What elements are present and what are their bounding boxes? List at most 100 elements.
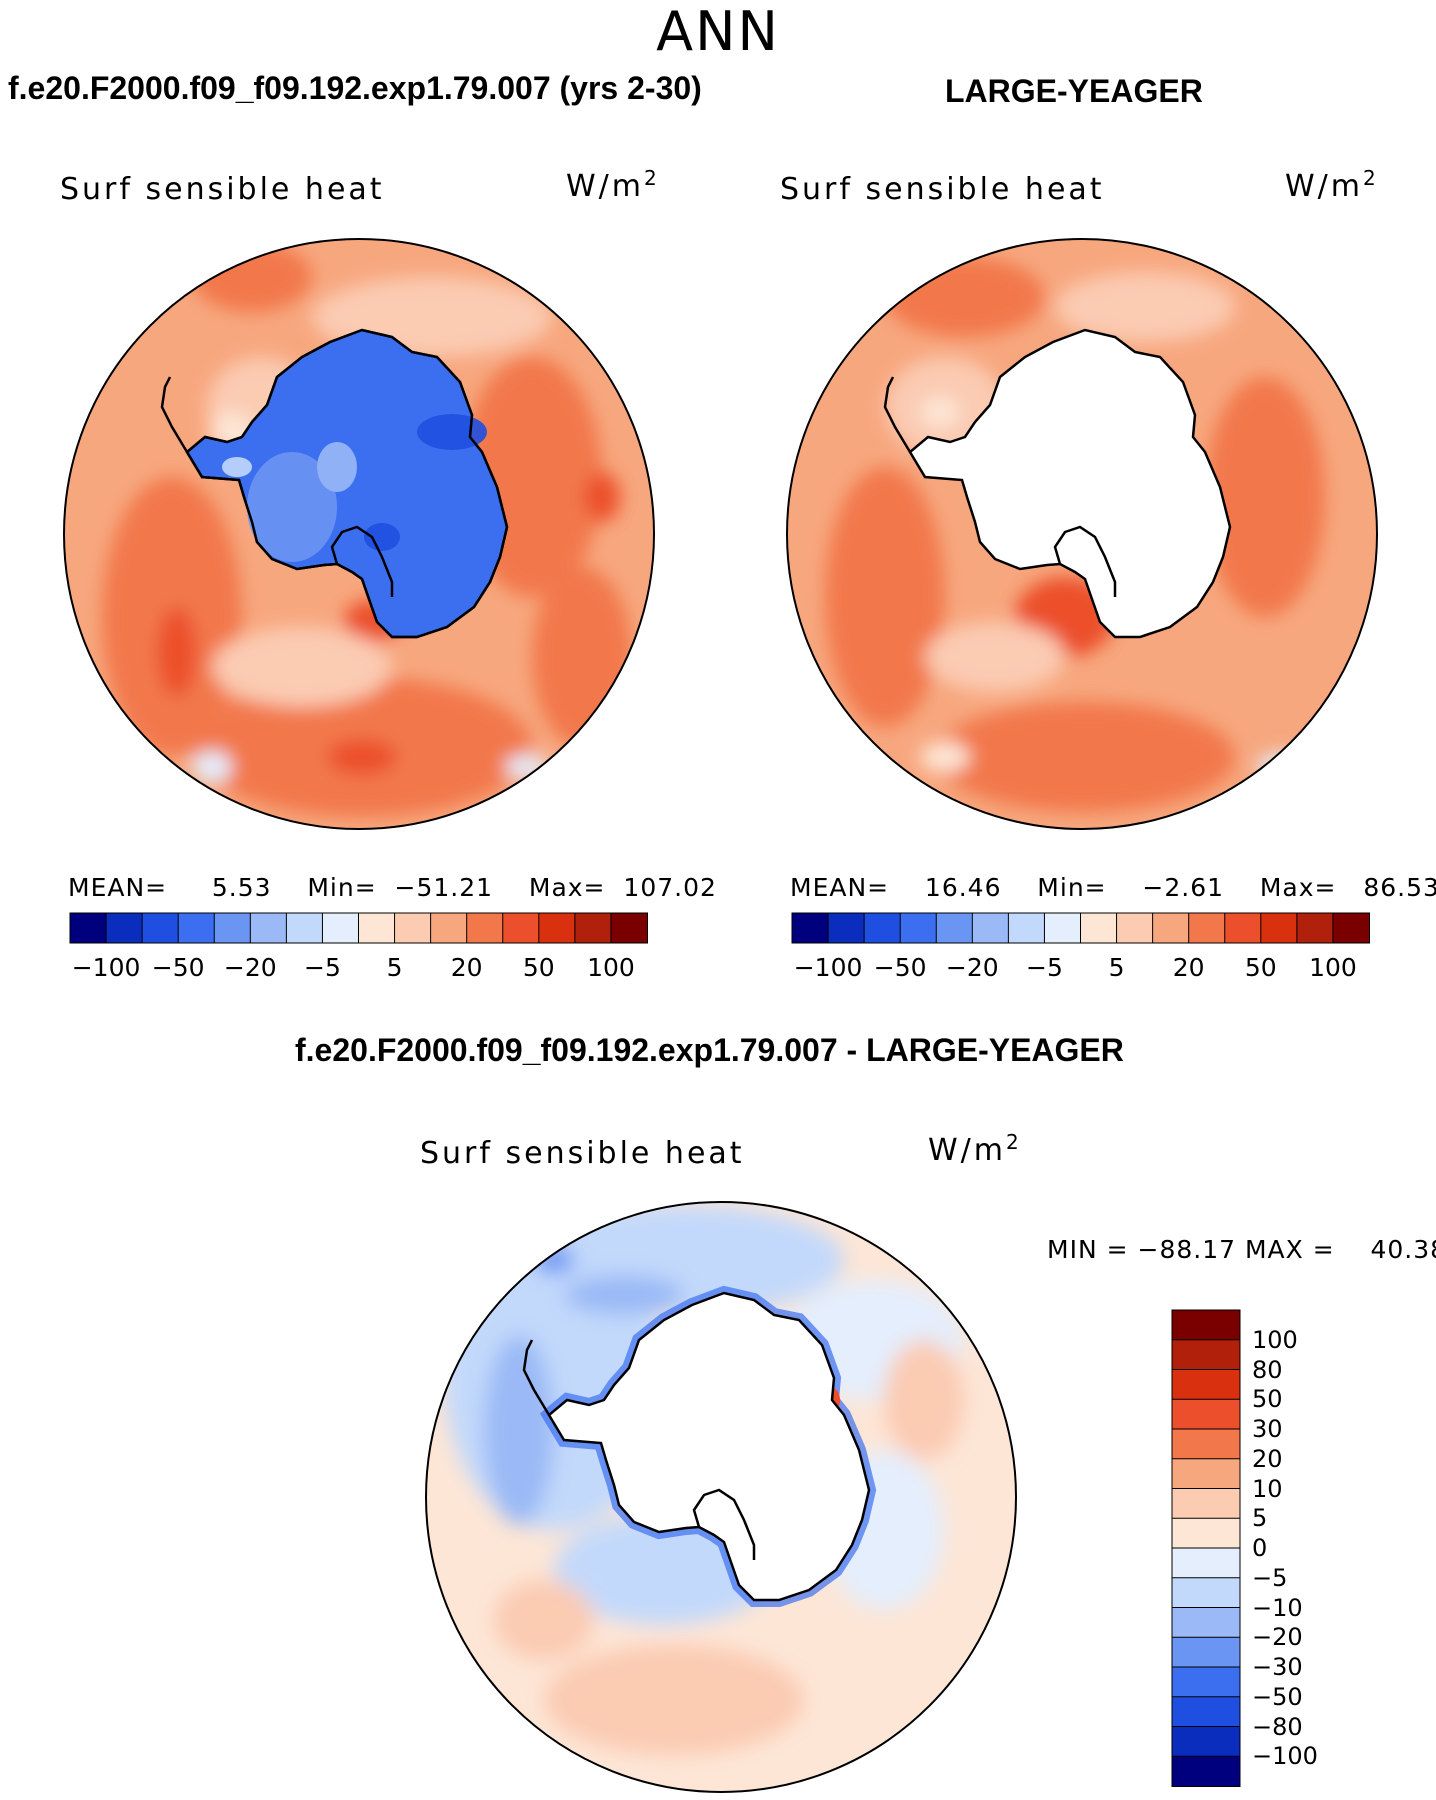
colorbar-tick-label: 5 (1108, 953, 1125, 982)
ocean-warm-band (192, 242, 312, 312)
colorbar-swatch (1332, 912, 1370, 944)
colorbar-swatch (394, 912, 432, 944)
colorbar-tick-label: −10 (1252, 1593, 1303, 1622)
colorbar-swatch (141, 912, 180, 944)
colorbar-swatch (1116, 912, 1154, 944)
colorbar-tick-label: −100 (1252, 1742, 1318, 1771)
diff-min-label: MIN = (1047, 1235, 1129, 1264)
colorbar-swatch (321, 912, 360, 944)
colorbar-swatch (1043, 912, 1082, 944)
colorbar-swatch (1188, 912, 1226, 944)
diff-units: W/m2 (928, 1130, 1022, 1168)
diff-stats: MIN = −88.17 MAX = 40.38 (1047, 1235, 1436, 1264)
ocean-warm-band (885, 257, 1045, 337)
colorbar-tick-label: −5 (1252, 1563, 1288, 1592)
colorbar-tick-label: 100 (587, 953, 635, 982)
panel2-units: W/m2 (1285, 166, 1379, 204)
ocean-warm-band (532, 567, 632, 747)
map-boundary (786, 238, 1378, 830)
panel2-max-value: 86.53 (1363, 873, 1436, 902)
colorbar-tick-label: 0 (1252, 1534, 1268, 1562)
ross-ice-shelf-edge (1053, 525, 1117, 597)
colorbar-tick-label: −5 (1026, 953, 1063, 982)
diff-variable-label: Surf sensible heat (420, 1136, 745, 1171)
colorbar-swatch (935, 912, 974, 944)
ocean-hot-spot (157, 607, 197, 697)
ocean-cool-patch (1055, 272, 1235, 342)
panel2-polar-map (786, 238, 1378, 830)
ocean-cool-patch (920, 742, 970, 772)
ocean-cool-patch (920, 397, 960, 427)
colorbar-swatch (285, 912, 324, 944)
map-boundary (425, 1201, 1017, 1793)
colorbar-tick-label: 10 (1252, 1474, 1283, 1503)
colorbar-swatch (574, 912, 612, 944)
colorbar-tick-label: −100 (71, 953, 141, 982)
colorbar-swatch (1171, 1369, 1241, 1401)
panel1-mean-label: MEAN= (68, 873, 168, 902)
colorbar-swatch (1171, 1339, 1241, 1371)
colorbar-swatch (1171, 1428, 1241, 1460)
colorbar-tick-label: −30 (1252, 1653, 1303, 1681)
colorbar-swatch (1080, 912, 1118, 944)
antarctica-weak-cold-region (222, 457, 252, 477)
antarctica-strong-cold-region (417, 414, 487, 450)
diff-min-value: −88.17 (1137, 1235, 1237, 1264)
ocean-cool-patch (212, 627, 392, 707)
diff-negative-core (564, 1275, 684, 1315)
map-boundary (63, 238, 655, 830)
colorbar-swatch (1007, 912, 1046, 944)
diff-positive-patch (544, 1645, 804, 1755)
ross-ice-shelf-edge (692, 1488, 756, 1560)
colorbar-swatch (863, 912, 902, 944)
panel2-max-label: Max= (1259, 873, 1337, 902)
colorbar-tick-label: 80 (1252, 1355, 1283, 1384)
colorbar-tick-label: 20 (450, 953, 483, 982)
colorbar-tick-label: 20 (1252, 1444, 1283, 1473)
colorbar-swatch (1224, 912, 1262, 944)
colorbar-swatch (1171, 1696, 1241, 1728)
colorbar-tick-label: −50 (873, 953, 927, 982)
colorbar-swatch (1171, 1577, 1241, 1609)
antarctic-peninsula (522, 1339, 551, 1416)
ocean-hot-spot (327, 739, 397, 775)
colorbar-tick-label: −5 (304, 953, 341, 982)
colorbar-swatch (971, 912, 1010, 944)
panel2-min-label: Min= (1037, 873, 1107, 902)
colorbar-swatch (177, 912, 216, 944)
season-title: ANN (656, 0, 780, 63)
colorbar-swatch (1171, 1488, 1241, 1520)
colorbar-swatch (1171, 1517, 1241, 1549)
colorbar-tick-label: 50 (522, 953, 555, 982)
panel2-variable-label: Surf sensible heat (780, 172, 1105, 207)
antarctica-missing-data (547, 1291, 871, 1602)
ocean-hot-spot (584, 472, 620, 522)
colorbar-tick-label: −50 (1252, 1682, 1303, 1711)
colorbar-tick-label: 30 (1252, 1415, 1283, 1443)
panel2-mean-value: 16.46 (924, 873, 1002, 902)
colorbar-swatch (1152, 912, 1190, 944)
colorbar-swatch (1171, 1458, 1241, 1490)
colorbar-tick-label: −20 (223, 953, 277, 982)
ocean-cool-patch (1257, 753, 1313, 781)
panel1-variable-label: Surf sensible heat (60, 172, 385, 207)
ocean-warm-band (935, 702, 1235, 812)
colorbar-swatch (105, 912, 144, 944)
colorbar-swatch (358, 912, 396, 944)
colorbar-swatch (466, 912, 504, 944)
colorbar-tick-label: 50 (1244, 953, 1277, 982)
panel1-stats: MEAN= 5.53 Min= −51.21 Max= 107.02 (68, 873, 717, 902)
colorbar-swatch (1171, 1547, 1241, 1579)
diff-max-value: 40.38 (1370, 1235, 1436, 1264)
panel2-colorbar (791, 912, 1370, 944)
antarctica-weak-cold-region (317, 442, 357, 492)
panel2-stats: MEAN= 16.46 Min= −2.61 Max= 86.53 (790, 873, 1436, 902)
colorbar-tick-label: 5 (1252, 1504, 1268, 1533)
colorbar-tick-label: 50 (1252, 1385, 1283, 1414)
ocean-warm-band (1205, 377, 1325, 617)
antarctica-weak-cold-region (247, 452, 337, 562)
colorbar-swatch (213, 912, 252, 944)
ocean-cool-patch (925, 622, 1065, 692)
diff-negative-core (534, 1246, 574, 1274)
panel1-max-label: Max= (528, 873, 606, 902)
